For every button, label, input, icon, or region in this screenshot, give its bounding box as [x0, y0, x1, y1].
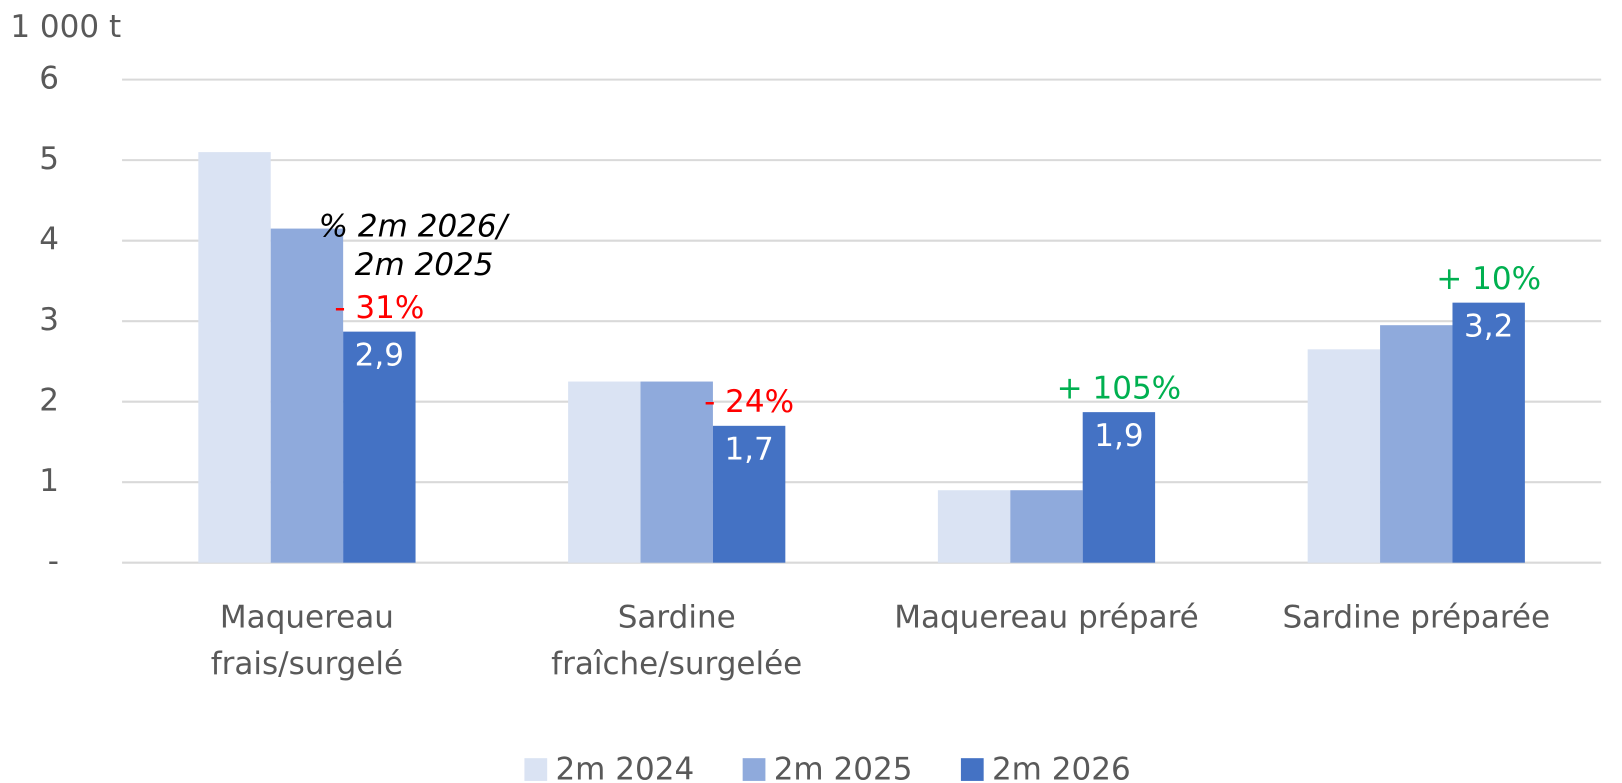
- annotation: % 2m 2026/: [319, 209, 511, 245]
- legend-swatch: [960, 758, 984, 781]
- value-label: 2,9: [355, 337, 404, 373]
- y-tick-label: 5: [39, 141, 59, 177]
- y-tick-label: 6: [39, 61, 59, 97]
- x-tick-label: Maquereau: [220, 600, 394, 636]
- y-tick-label: 4: [39, 222, 59, 258]
- value-label: 1,9: [1094, 418, 1143, 454]
- value-label: 1,7: [724, 432, 773, 468]
- change-label: + 10%: [1436, 261, 1541, 297]
- bar: [640, 381, 713, 563]
- legend-swatch: [524, 758, 548, 781]
- bar: [1380, 325, 1453, 563]
- bar: [198, 152, 271, 563]
- bar: [1082, 412, 1156, 563]
- change-label: - 31%: [334, 290, 424, 326]
- bar: [568, 381, 641, 563]
- annotation: 2m 2025: [355, 247, 494, 283]
- bar: [1452, 302, 1525, 563]
- y-tick-label: 3: [39, 302, 59, 338]
- bar: [1307, 349, 1381, 563]
- y-unit: 1 000 t: [10, 9, 121, 45]
- bar: [343, 331, 416, 563]
- x-tick-label: fraîche/surgelée: [551, 646, 802, 682]
- x-tick-label: Sardine préparée: [1282, 600, 1550, 636]
- bar: [712, 425, 786, 563]
- bar: [937, 490, 1011, 563]
- y-tick-label: 1: [39, 463, 59, 499]
- bar: [1010, 490, 1083, 563]
- legend-label: 2m 2024: [555, 752, 694, 783]
- legend-label: 2m 2025: [774, 752, 913, 783]
- x-tick-label: Sardine: [618, 600, 736, 636]
- bar: [270, 228, 344, 563]
- change-label: - 24%: [704, 384, 794, 420]
- legend-label: 2m 2026: [992, 752, 1131, 783]
- value-label: 3,2: [1464, 308, 1513, 344]
- change-label: + 105%: [1057, 370, 1182, 406]
- x-tick-label: frais/surgelé: [211, 646, 403, 682]
- x-tick-label: Maquereau préparé: [894, 600, 1199, 636]
- y-tick-label: -: [48, 544, 59, 580]
- y-tick-label: 2: [39, 383, 59, 419]
- legend-swatch: [742, 758, 766, 781]
